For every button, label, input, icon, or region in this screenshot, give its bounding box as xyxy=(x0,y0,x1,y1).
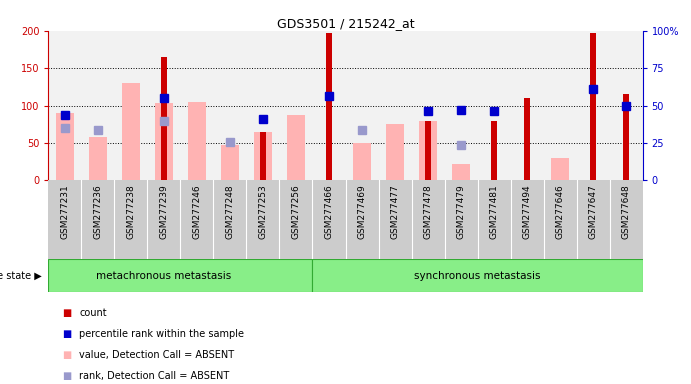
Text: GSM277477: GSM277477 xyxy=(390,184,399,239)
Bar xyxy=(155,103,173,180)
Bar xyxy=(623,94,629,180)
Text: GSM277231: GSM277231 xyxy=(60,184,69,239)
Text: GSM277248: GSM277248 xyxy=(225,184,234,239)
Bar xyxy=(188,102,206,180)
Bar xyxy=(353,143,371,180)
Text: ■: ■ xyxy=(62,308,71,318)
Text: GSM277253: GSM277253 xyxy=(258,184,267,239)
Text: GSM277478: GSM277478 xyxy=(424,184,433,239)
Text: GSM277646: GSM277646 xyxy=(556,184,565,239)
Text: GSM277238: GSM277238 xyxy=(126,184,135,239)
Bar xyxy=(425,121,431,180)
Text: GSM277479: GSM277479 xyxy=(457,184,466,239)
Bar xyxy=(287,115,305,180)
Text: rank, Detection Call = ABSENT: rank, Detection Call = ABSENT xyxy=(79,371,229,381)
Text: percentile rank within the sample: percentile rank within the sample xyxy=(79,329,245,339)
Bar xyxy=(452,164,470,180)
Text: ■: ■ xyxy=(62,329,71,339)
Bar xyxy=(326,33,332,180)
Text: ■: ■ xyxy=(62,350,71,360)
Bar xyxy=(221,144,239,180)
Text: metachronous metastasis: metachronous metastasis xyxy=(96,270,231,281)
Text: GSM277256: GSM277256 xyxy=(292,184,301,239)
Bar xyxy=(254,132,272,180)
Bar xyxy=(312,259,643,292)
Text: GSM277246: GSM277246 xyxy=(192,184,202,239)
Bar xyxy=(524,98,530,180)
Text: GSM277648: GSM277648 xyxy=(622,184,631,239)
Bar xyxy=(122,83,140,180)
Bar xyxy=(590,33,596,180)
Text: disease state ▶: disease state ▶ xyxy=(0,270,41,281)
Text: GSM277647: GSM277647 xyxy=(589,184,598,239)
Text: GSM277236: GSM277236 xyxy=(93,184,102,239)
Bar xyxy=(491,121,497,180)
Bar xyxy=(56,113,74,180)
Bar xyxy=(551,158,569,180)
Text: GSM277494: GSM277494 xyxy=(522,184,531,239)
Text: GSM277466: GSM277466 xyxy=(325,184,334,239)
Title: GDS3501 / 215242_at: GDS3501 / 215242_at xyxy=(276,17,415,30)
Text: synchronous metastasis: synchronous metastasis xyxy=(415,270,541,281)
Bar xyxy=(386,124,404,180)
Text: value, Detection Call = ABSENT: value, Detection Call = ABSENT xyxy=(79,350,234,360)
Text: GSM277239: GSM277239 xyxy=(160,184,169,239)
Bar xyxy=(260,132,266,180)
Bar xyxy=(419,121,437,180)
Bar xyxy=(89,137,107,180)
Bar xyxy=(48,259,312,292)
Text: count: count xyxy=(79,308,107,318)
Text: GSM277481: GSM277481 xyxy=(489,184,499,239)
Bar xyxy=(161,57,167,180)
Text: GSM277469: GSM277469 xyxy=(357,184,366,239)
Text: ■: ■ xyxy=(62,371,71,381)
